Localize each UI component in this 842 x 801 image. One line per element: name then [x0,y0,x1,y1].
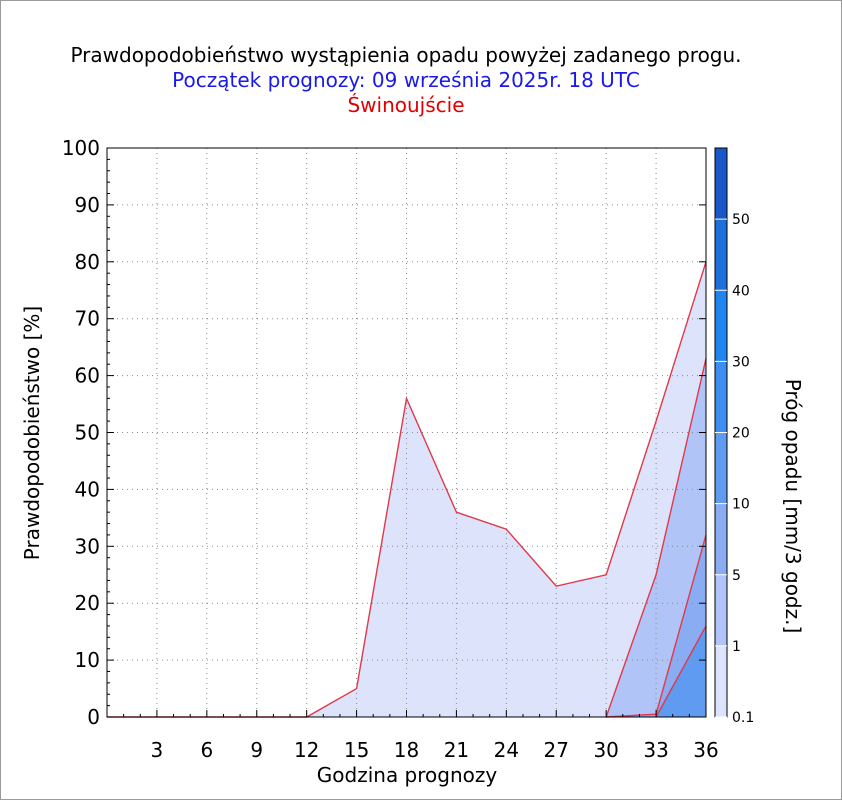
y-tick-label-3: 30 [75,534,100,558]
x-tick-label-2: 9 [250,738,263,762]
x-tick-label-11: 36 [693,738,718,762]
chart-title: Prawdopodobieństwo wystąpienia opadu pow… [70,43,741,67]
x-tick-label-9: 30 [593,738,618,762]
y-tick-label-6: 60 [75,364,100,388]
colorbar-segment-5 [715,290,727,362]
x-axis-label: Godzina prognozy [317,763,498,787]
y-tick-label-2: 20 [75,591,100,615]
x-tick-label-1: 6 [200,738,213,762]
colorbar-segment-7 [715,148,727,220]
colorbar-tick-label-6: 40 [732,283,750,299]
colorbar-tick-label-7: 50 [732,212,750,228]
x-tick-label-5: 18 [394,738,419,762]
y-axis-ticks: 0 10 20 30 40 50 60 70 80 90 100 [62,136,706,729]
x-tick-label-10: 33 [643,738,668,762]
y-tick-label-9: 90 [75,193,100,217]
colorbar-label: Próg opadu [mm/3 godz.] [781,379,805,634]
x-tick-label-7: 24 [494,738,519,762]
colorbar-segment-0 [715,645,727,717]
y-tick-label-0: 0 [87,705,100,729]
area-series-1 [107,358,706,717]
y-tick-label-10: 100 [62,136,100,160]
series-line-3 [655,625,707,718]
y-tick-label-4: 40 [75,477,100,501]
x-tick-label-3: 12 [294,738,319,762]
colorbar-tick-label-3: 10 [732,497,750,513]
x-tick-label-0: 3 [151,738,164,762]
colorbar-segment-3 [715,432,727,504]
colorbar-segment-1 [715,574,727,646]
colorbar-segment-6 [715,219,727,291]
colorbar-tick-label-5: 30 [732,354,750,370]
colorbar-segment-2 [715,503,727,575]
y-tick-label-8: 80 [75,250,100,274]
x-tick-label-8: 27 [544,738,569,762]
y-tick-label-1: 10 [75,648,100,672]
y-tick-label-7: 70 [75,307,100,331]
chart-location: Świnoujście [347,93,464,117]
colorbar-tick-label-2: 5 [732,568,741,584]
colorbar: 0.1 1 5 10 20 30 40 50 [714,147,754,726]
series-line-1 [605,358,707,718]
colorbar-tick-label-4: 20 [732,426,750,442]
colorbar-tick-label-0: 0.1 [732,710,754,726]
x-axis-ticks: 3 6 9 12 15 18 21 24 27 30 33 36 [123,710,719,762]
chart-subtitle: Początek prognozy: 09 września 2025r. 18… [172,68,640,92]
colorbar-segment-4 [715,361,727,433]
colorbar-tick-label-1: 1 [732,639,741,655]
x-tick-label-6: 21 [444,738,469,762]
y-tick-label-5: 50 [75,421,100,445]
y-axis-label: Prawdopodobieństwo [%] [20,306,44,560]
x-tick-label-4: 15 [344,738,369,762]
